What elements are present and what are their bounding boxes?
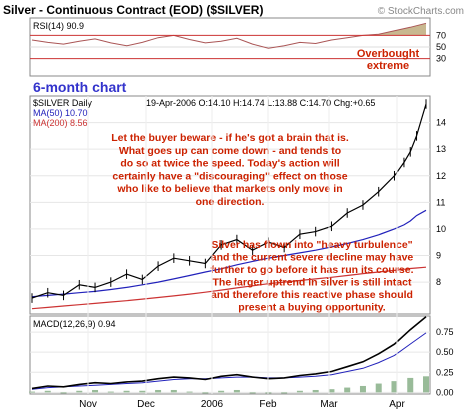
x-tick-Feb: Feb	[259, 399, 277, 410]
rsi-tick-50: 50	[436, 42, 446, 52]
ma200-line	[31, 266, 427, 310]
rsi-label: RSI(14) 90.9	[33, 21, 84, 31]
macd-histogram-bar	[139, 390, 146, 393]
annotation-heavy-turbulence: Silver has flown into "heavy turbulence"…	[210, 239, 413, 314]
macd-histogram-bar	[281, 392, 288, 394]
rsi-tick-30: 30	[436, 54, 446, 64]
x-tick-Nov: Nov	[79, 399, 97, 410]
macd-histogram-bar	[155, 389, 162, 393]
annotation-line: Let the buyer beware - if he's got a bra…	[111, 132, 349, 144]
x-tick-Mar: Mar	[320, 399, 338, 410]
macd-tick: 0.00	[436, 387, 454, 397]
annotation-line: The larger uptrend in silver is still in…	[213, 277, 412, 289]
macd-line	[31, 316, 427, 390]
annotation-line: and therefore this reactive phase should	[211, 289, 413, 301]
watermark: © StockCharts.com	[378, 6, 464, 17]
macd-histogram-bar	[123, 390, 130, 393]
banner-6-month: 6-month chart	[33, 79, 127, 95]
macd-histogram-bar	[359, 385, 366, 393]
macd-histogram-bar	[328, 389, 335, 393]
macd-histogram-bar	[218, 390, 225, 393]
macd-histogram-bar	[107, 391, 114, 393]
macd-histogram-bar	[170, 389, 177, 393]
macd-histogram-bar	[407, 377, 414, 393]
macd-tick: 0.50	[436, 347, 454, 357]
chart-title: Silver - Continuous Contract (EOD) ($SIL…	[3, 3, 263, 17]
macd-signal-line	[31, 332, 427, 390]
rsi-annotation-overbought: Overbought	[357, 48, 420, 60]
ohlc-readout: 19-Apr-2006 O:14.10 H:14.74 L:13.88 C:14…	[146, 98, 375, 108]
annotation-line: who like to believe that markets only mo…	[116, 183, 342, 195]
macd-histogram-bar	[76, 390, 83, 393]
ma200-label: MA(200) 8.56	[33, 118, 88, 128]
macd-histogram-bar	[44, 390, 51, 393]
price-tick-10: 10	[436, 224, 446, 234]
symbol-label: $SILVER Daily	[33, 98, 92, 108]
macd-tick: 0.75	[436, 327, 454, 337]
macd-histogram-bar	[344, 387, 351, 393]
price-tick-13: 13	[436, 144, 446, 154]
annotation-line: present a buying opportunity.	[238, 302, 385, 314]
annotation-line: one direction.	[196, 196, 265, 208]
rsi-annotation-extreme: extreme	[367, 60, 409, 72]
rsi-tick-70: 70	[436, 30, 446, 40]
price-tick-14: 14	[436, 118, 446, 128]
macd-tick: 0.25	[436, 367, 454, 377]
macd-histogram-bar	[29, 391, 35, 393]
rsi-overbought-fill	[32, 23, 426, 36]
macd-histogram-bar	[296, 390, 303, 393]
macd-histogram-bar	[423, 376, 429, 393]
macd-histogram-bar	[186, 391, 193, 393]
price-tick-9: 9	[436, 251, 441, 261]
x-tick-2006: 2006	[201, 399, 224, 410]
macd-histogram-bar	[249, 392, 256, 394]
macd-histogram-bar	[202, 392, 209, 394]
x-tick-Apr: Apr	[389, 399, 405, 410]
price-line	[31, 103, 427, 299]
annotation-line: certainly have a "discouraging" effect o…	[112, 170, 347, 182]
macd-histogram-bar	[92, 389, 99, 393]
macd-panel	[29, 315, 431, 395]
macd-histogram-bar	[233, 389, 240, 393]
ma50-line	[31, 209, 427, 298]
macd-histogram-bar	[391, 381, 398, 393]
macd-histogram-bar	[60, 392, 67, 394]
macd-label: MACD(12,26,9) 0.94	[33, 319, 116, 329]
price-tick-8: 8	[436, 277, 441, 287]
x-tick-Dec: Dec	[137, 399, 155, 410]
macd-histogram-bar	[312, 389, 319, 393]
annotation-line: Silver has flown into "heavy turbulence"	[211, 239, 412, 251]
annotation-buyer-beware: Let the buyer beware - if he's got a bra…	[111, 132, 349, 208]
annotation-line: do so at twice the speed. Today's action…	[120, 158, 339, 170]
macd-histogram-bar	[375, 383, 382, 393]
ma50-label: MA(50) 10.70	[33, 108, 88, 118]
annotation-line: further to go before it has run its cour…	[210, 264, 413, 276]
price-tick-11: 11	[436, 197, 445, 207]
annotation-line: What goes up can come down - and tends t…	[119, 145, 341, 157]
annotation-line: and the current severe decline may have	[211, 252, 414, 264]
price-tick-12: 12	[436, 171, 446, 181]
